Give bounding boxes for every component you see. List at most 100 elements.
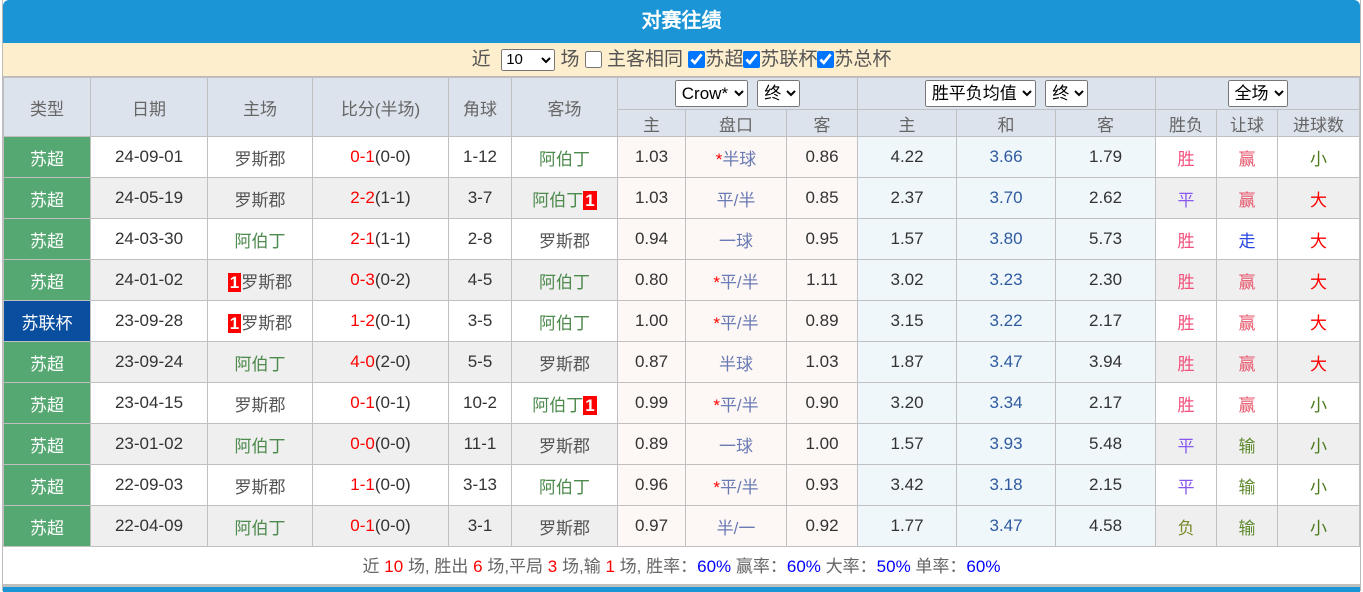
away-team-name[interactable]: 阿伯丁 (532, 190, 584, 210)
away-team-name[interactable]: 阿伯丁 (539, 272, 590, 292)
home-team[interactable]: 阿伯丁 (207, 423, 313, 465)
euro-stage-select[interactable]: 终 (1045, 80, 1089, 107)
away-team-name[interactable]: 阿伯丁 (539, 477, 590, 497)
away-team-name[interactable]: 罗斯郡 (539, 354, 590, 374)
home-team[interactable]: 阿伯丁 (207, 505, 313, 547)
summary-text: 场,输 (562, 557, 601, 576)
match-type[interactable]: 苏超 (3, 218, 91, 260)
score[interactable]: 1-1(0-0) (312, 464, 449, 506)
score[interactable]: 0-1(0-0) (312, 136, 449, 178)
ah-home-odds: 1.03 (617, 177, 686, 219)
home-team-name[interactable]: 罗斯郡 (234, 190, 286, 210)
score[interactable]: 2-2(1-1) (312, 177, 449, 219)
score[interactable]: 0-1(0-1) (312, 382, 449, 424)
col-corner: 角球 (448, 77, 512, 137)
handicap-result: 赢 (1216, 341, 1279, 383)
away-team[interactable]: 阿伯丁 (511, 259, 618, 301)
match-type[interactable]: 苏联杯 (3, 300, 91, 342)
half-time-score: (0-0) (374, 434, 411, 453)
ah-away-odds: 0.90 (785, 382, 859, 424)
away-team-name[interactable]: 罗斯郡 (539, 231, 590, 251)
away-team[interactable]: 罗斯郡 (511, 505, 618, 547)
away-team-name[interactable]: 阿伯丁 (539, 313, 590, 333)
away-team[interactable]: 阿伯丁 1 (511, 382, 618, 424)
company-select[interactable]: Crow* (674, 80, 748, 107)
home-team-name[interactable]: 阿伯丁 (234, 354, 286, 374)
home-team[interactable]: 1 罗斯郡 (207, 259, 313, 301)
league-checkbox[interactable] (688, 51, 706, 69)
odd-rate: 60% (966, 557, 1001, 576)
star-mark: * (713, 272, 720, 292)
eu-away-odds: 1.79 (1055, 136, 1157, 178)
league-checkbox[interactable] (817, 51, 835, 69)
home-team-name[interactable]: 阿伯丁 (234, 231, 286, 251)
ah-line: *半球 (685, 136, 787, 178)
home-team[interactable]: 罗斯郡 (207, 177, 313, 219)
match-type[interactable]: 苏超 (3, 423, 91, 465)
full-time-score: 0-1 (350, 393, 375, 412)
odds-stage-select[interactable]: 终 (757, 80, 801, 107)
away-team[interactable]: 阿伯丁 1 (511, 177, 618, 219)
home-team-name[interactable]: 罗斯郡 (234, 477, 286, 497)
goals-result: 小 (1277, 136, 1360, 178)
score[interactable]: 4-0(2-0) (312, 341, 449, 383)
match-type[interactable]: 苏超 (3, 382, 91, 424)
eu-draw-odds: 3.66 (956, 136, 1057, 178)
away-team-name[interactable]: 罗斯郡 (539, 518, 590, 538)
home-team-name[interactable]: 阿伯丁 (234, 436, 286, 456)
away-team[interactable]: 阿伯丁 (511, 300, 618, 342)
col-date: 日期 (90, 77, 208, 137)
eu-away-odds: 2.17 (1055, 300, 1157, 342)
full-time-score: 0-1 (350, 516, 375, 535)
match-type[interactable]: 苏超 (3, 505, 91, 547)
league-checkbox[interactable] (743, 51, 761, 69)
score[interactable]: 0-0(0-0) (312, 423, 449, 465)
eu-home-odds: 1.77 (857, 505, 958, 547)
handicap-result: 赢 (1216, 259, 1279, 301)
home-team[interactable]: 罗斯郡 (207, 136, 313, 178)
period-select[interactable]: 全场 (1227, 80, 1288, 107)
same-home-checkbox[interactable] (584, 51, 602, 69)
score[interactable]: 0-1(0-0) (312, 505, 449, 547)
corners: 3-13 (448, 464, 512, 506)
match-type[interactable]: 苏超 (3, 464, 91, 506)
home-team[interactable]: 阿伯丁 (207, 341, 313, 383)
euro-type-select[interactable]: 胜平负均值 (924, 80, 1036, 107)
half-time-score: (0-0) (374, 475, 411, 494)
home-team-name[interactable]: 罗斯郡 (234, 395, 286, 415)
home-team[interactable]: 罗斯郡 (207, 382, 313, 424)
ah-home-odds: 0.87 (617, 341, 686, 383)
summary-text: 单率： (915, 557, 967, 576)
col-eu-home: 主 (857, 109, 958, 137)
match-type[interactable]: 苏超 (3, 341, 91, 383)
score[interactable]: 1-2(0-1) (312, 300, 449, 342)
away-team[interactable]: 阿伯丁 (511, 464, 618, 506)
eu-home-odds: 3.15 (857, 300, 958, 342)
home-team-name[interactable]: 阿伯丁 (234, 518, 286, 538)
score[interactable]: 2-1(1-1) (312, 218, 449, 260)
home-team-name[interactable]: 罗斯郡 (234, 149, 286, 169)
corners: 3-1 (448, 505, 512, 547)
away-team[interactable]: 罗斯郡 (511, 423, 618, 465)
away-team[interactable]: 罗斯郡 (511, 218, 618, 260)
match-type[interactable]: 苏超 (3, 177, 91, 219)
away-team-name[interactable]: 罗斯郡 (539, 436, 590, 456)
home-team[interactable]: 1 罗斯郡 (207, 300, 313, 342)
match-type[interactable]: 苏超 (3, 259, 91, 301)
away-team[interactable]: 阿伯丁 (511, 136, 618, 178)
near-label: 近 (471, 49, 491, 70)
score[interactable]: 0-3(0-2) (312, 259, 449, 301)
away-team-name[interactable]: 阿伯丁 (532, 395, 584, 415)
home-team-name[interactable]: 罗斯郡 (241, 272, 293, 292)
match-count-select[interactable]: 10 (501, 48, 556, 71)
match-date: 23-09-28 (90, 300, 208, 342)
bottom-bar (3, 587, 1360, 592)
home-team[interactable]: 阿伯丁 (207, 218, 313, 260)
match-date: 22-04-09 (90, 505, 208, 547)
home-team[interactable]: 罗斯郡 (207, 464, 313, 506)
away-team[interactable]: 罗斯郡 (511, 341, 618, 383)
home-team-name[interactable]: 罗斯郡 (241, 313, 293, 333)
match-type[interactable]: 苏超 (3, 136, 91, 178)
away-team-name[interactable]: 阿伯丁 (539, 149, 590, 169)
